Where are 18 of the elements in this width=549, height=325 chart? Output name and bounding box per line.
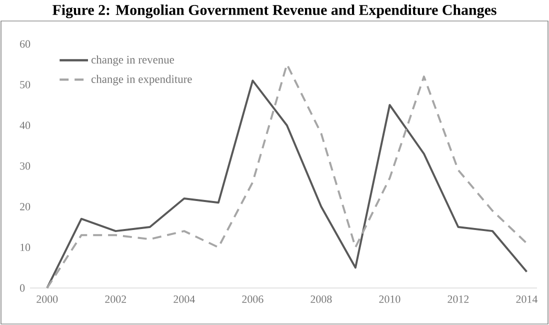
x-tick-label: 2014 [516, 296, 538, 303]
x-tick-label: 2012 [448, 296, 469, 303]
x-tick-label: 2002 [105, 296, 126, 303]
y-tick-label: 20 [20, 202, 30, 210]
x-tick-label: 2008 [310, 296, 332, 303]
y-tick-label: 40 [20, 122, 30, 130]
x-tick-label: 2010 [379, 296, 400, 303]
y-tick-label: 10 [20, 244, 30, 252]
legend-label: change in expenditure [92, 74, 192, 86]
y-tick-label: 50 [20, 80, 30, 88]
x-tick-label: 2000 [36, 296, 58, 303]
y-tick-label: 60 [20, 40, 30, 48]
x-tick-label: 2006 [242, 296, 264, 303]
legend-label: change in revenue [92, 56, 174, 66]
x-tick-label: 2004 [174, 296, 195, 303]
y-tick-label: 0 [20, 284, 25, 292]
chart-title: Figure 2: Mongolian Government Revenue and Expenditure Changes [52, 4, 496, 18]
y-tick-label: 30 [20, 162, 30, 170]
